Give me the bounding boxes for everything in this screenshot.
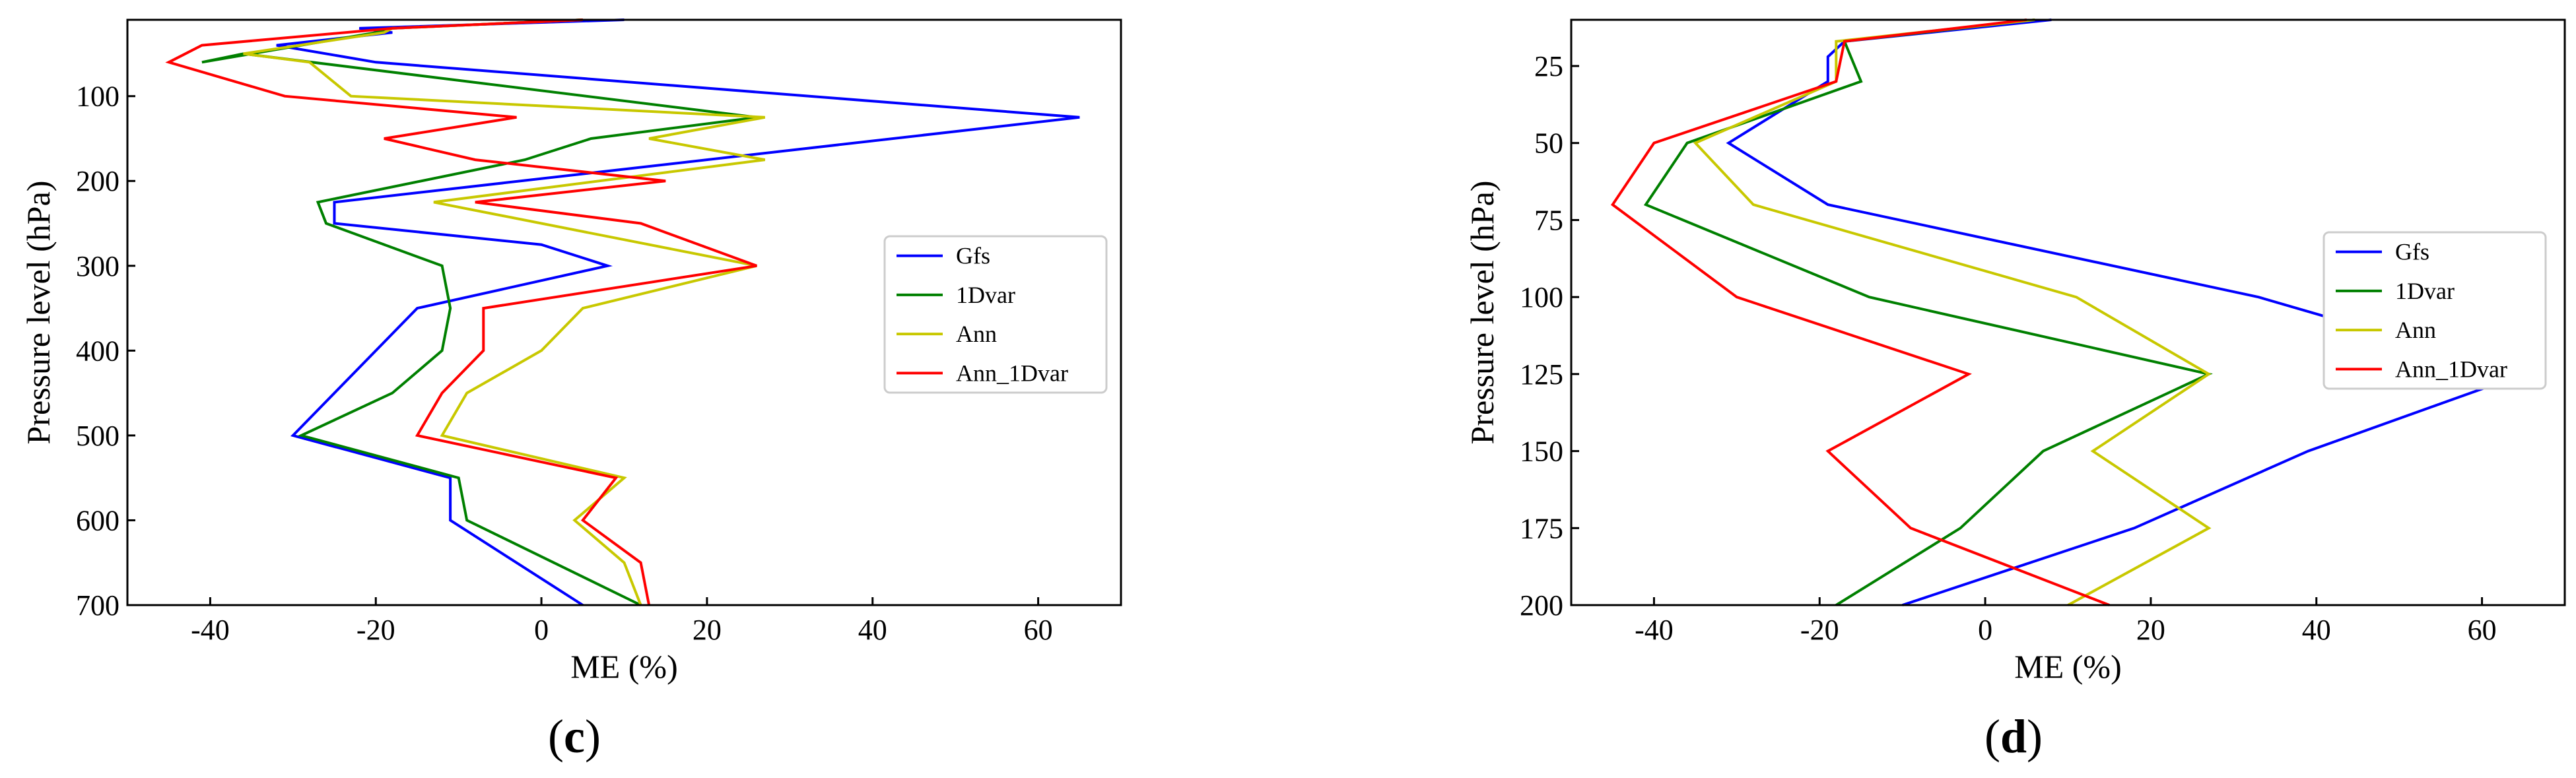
legend-label: Ann <box>956 321 997 347</box>
y-tick-label: 100 <box>1520 281 1563 313</box>
x-tick-label: 40 <box>2302 614 2331 646</box>
panel-label: (c) <box>548 710 601 763</box>
x-tick-label: 20 <box>2136 614 2165 646</box>
y-ticks: 25 50 75 100 125 150 175 200 <box>1520 50 1579 622</box>
y-tick-label: 200 <box>76 165 119 197</box>
y-tick-label: 175 <box>1520 512 1563 544</box>
legend-box <box>883 235 1108 394</box>
y-tick-label: 200 <box>1520 589 1563 622</box>
y-tick-label: 150 <box>1520 436 1563 468</box>
x-tick-label: 40 <box>858 614 887 646</box>
y-tick-label: 100 <box>76 81 119 113</box>
y-tick-label: 50 <box>1534 127 1563 160</box>
y-tick-label: 500 <box>76 420 119 452</box>
series-line-ann <box>1693 18 2212 606</box>
x-tick-label: -20 <box>356 614 395 646</box>
series-layer <box>165 18 1080 606</box>
legend-label: Ann_1Dvar <box>956 360 1068 386</box>
legend-label: Gfs <box>2395 239 2429 265</box>
y-axis-title: Pressure level (hPa) <box>1464 181 1501 445</box>
chart-panel-c: -40 -20 0 20 40 60 100 200 300 400 500 600 700 ME (… <box>20 18 1122 763</box>
x-tick-label: -20 <box>1800 614 1839 646</box>
x-tick-label: 60 <box>2468 614 2497 646</box>
legend-box <box>2322 231 2547 390</box>
series-line-1dvar <box>201 18 757 606</box>
series-layer <box>1610 18 2528 606</box>
x-tick-label: -40 <box>191 614 230 646</box>
legend-label: Ann_1Dvar <box>2395 356 2507 382</box>
legend: Gfs 1Dvar Ann Ann_1Dvar <box>2322 231 2547 390</box>
x-tick-label: -40 <box>1635 614 1674 646</box>
y-tick-label: 700 <box>76 589 119 622</box>
y-tick-label: 75 <box>1534 204 1563 236</box>
series-line-ann-1dvar <box>1610 18 2110 606</box>
y-axis-title: Pressure level (hPa) <box>20 181 57 445</box>
y-tick-label: 300 <box>76 250 119 282</box>
chart-panel-d: -40 -20 0 20 40 60 25 50 75 100 125 150 175 200 ME (… <box>1464 18 2566 763</box>
series-line-ann <box>243 18 766 606</box>
y-tick-label: 400 <box>76 335 119 367</box>
x-ticks: -40 -20 0 20 40 60 <box>1635 597 2497 646</box>
x-tick-label: 20 <box>693 614 722 646</box>
x-axis-title: ME (%) <box>570 648 677 685</box>
y-tick-label: 125 <box>1520 358 1563 391</box>
x-tick-label: 60 <box>1024 614 1053 646</box>
plot-frame <box>126 18 1122 606</box>
legend-label: Ann <box>2395 317 2436 343</box>
panel-label: (d) <box>1984 710 2043 763</box>
x-ticks: -40 -20 0 20 40 60 <box>191 597 1053 646</box>
legend: Gfs 1Dvar Ann Ann_1Dvar <box>883 235 1108 394</box>
y-tick-label: 25 <box>1534 50 1563 82</box>
y-ticks: 100 200 300 400 500 600 700 <box>76 81 135 622</box>
x-tick-label: 0 <box>1978 614 1992 646</box>
y-tick-label: 600 <box>76 504 119 536</box>
series-line-ann-1dvar <box>165 18 757 606</box>
legend-label: 1Dvar <box>2395 278 2455 304</box>
legend-label: 1Dvar <box>956 282 1015 308</box>
x-axis-title: ME (%) <box>2014 648 2121 685</box>
legend-label: Gfs <box>956 243 990 269</box>
series-line-gfs <box>1726 18 2528 606</box>
x-tick-label: 0 <box>534 614 549 646</box>
plot-frame <box>1570 18 2566 606</box>
series-line-1dvar <box>1643 18 2213 606</box>
